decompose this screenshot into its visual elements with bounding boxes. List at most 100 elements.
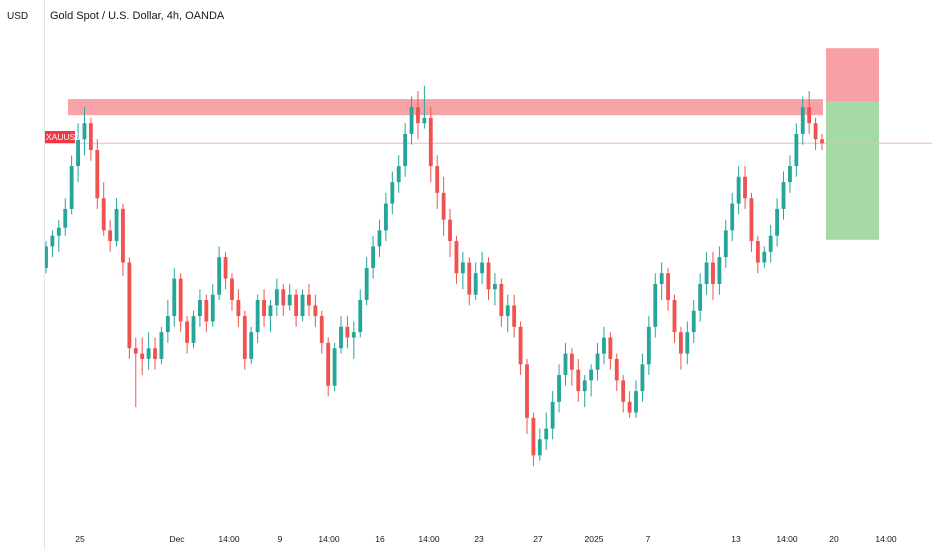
- candle[interactable]: [723, 219, 728, 268]
- candle[interactable]: [422, 85, 427, 129]
- candle[interactable]: [614, 353, 619, 392]
- candle[interactable]: [717, 246, 722, 295]
- candle[interactable]: [518, 321, 523, 376]
- candle[interactable]: [121, 203, 125, 276]
- candle[interactable]: [454, 235, 459, 284]
- candle[interactable]: [153, 337, 157, 370]
- candle[interactable]: [88, 117, 93, 161]
- candle[interactable]: [114, 198, 119, 247]
- candle[interactable]: [666, 267, 671, 311]
- candle[interactable]: [807, 91, 812, 134]
- candle[interactable]: [672, 294, 677, 343]
- candle[interactable]: [339, 316, 343, 354]
- candle[interactable]: [467, 257, 472, 306]
- candle[interactable]: [185, 316, 190, 354]
- candle[interactable]: [550, 391, 555, 440]
- candle[interactable]: [755, 235, 760, 274]
- candle[interactable]: [813, 117, 818, 151]
- candle[interactable]: [364, 257, 369, 306]
- candle[interactable]: [602, 326, 606, 365]
- candle[interactable]: [640, 353, 645, 402]
- candle[interactable]: [108, 219, 113, 252]
- candle[interactable]: [768, 225, 773, 263]
- candle[interactable]: [794, 123, 799, 177]
- candle[interactable]: [691, 300, 696, 343]
- candle[interactable]: [76, 123, 80, 183]
- candle[interactable]: [63, 198, 68, 236]
- candle[interactable]: [95, 139, 100, 209]
- candle[interactable]: [300, 289, 305, 322]
- candle[interactable]: [146, 332, 151, 370]
- candle[interactable]: [448, 208, 452, 258]
- candle[interactable]: [582, 375, 587, 408]
- candle[interactable]: [435, 155, 440, 209]
- candle[interactable]: [563, 342, 568, 386]
- candle[interactable]: [377, 219, 382, 258]
- candle[interactable]: [287, 283, 292, 311]
- candle[interactable]: [50, 230, 55, 258]
- candle[interactable]: [236, 289, 241, 327]
- candle[interactable]: [537, 428, 542, 461]
- candle[interactable]: [416, 91, 420, 140]
- candle[interactable]: [685, 321, 690, 365]
- candle[interactable]: [358, 289, 363, 338]
- candle[interactable]: [56, 219, 61, 252]
- candle[interactable]: [82, 107, 87, 156]
- candle[interactable]: [525, 358, 529, 434]
- candle[interactable]: [499, 278, 504, 327]
- price-axis[interactable]: [0, 0, 45, 550]
- candle[interactable]: [204, 294, 209, 333]
- candle[interactable]: [268, 300, 273, 333]
- candle[interactable]: [307, 283, 311, 317]
- candle[interactable]: [281, 283, 286, 317]
- candle[interactable]: [101, 182, 106, 236]
- candle[interactable]: [743, 166, 747, 209]
- candle[interactable]: [159, 326, 164, 365]
- candle[interactable]: [230, 273, 234, 311]
- candle[interactable]: [473, 262, 478, 301]
- candle[interactable]: [730, 192, 735, 242]
- candle[interactable]: [762, 246, 767, 268]
- candle[interactable]: [396, 155, 401, 193]
- candle[interactable]: [576, 358, 581, 402]
- candle[interactable]: [788, 155, 792, 193]
- candle[interactable]: [165, 300, 170, 343]
- candle[interactable]: [800, 96, 805, 145]
- candle[interactable]: [172, 267, 177, 327]
- candle[interactable]: [557, 364, 561, 413]
- currency-label[interactable]: USD: [7, 11, 29, 22]
- candle[interactable]: [191, 310, 196, 349]
- candle[interactable]: [345, 316, 350, 349]
- stop-loss-zone[interactable]: [826, 48, 879, 102]
- candle[interactable]: [255, 294, 260, 343]
- candle[interactable]: [262, 289, 266, 327]
- candle[interactable]: [274, 278, 279, 317]
- candle[interactable]: [589, 364, 594, 397]
- candle[interactable]: [653, 273, 658, 338]
- candle[interactable]: [127, 257, 132, 359]
- candle[interactable]: [659, 262, 664, 301]
- candle[interactable]: [646, 316, 651, 376]
- candle[interactable]: [698, 273, 703, 322]
- candle[interactable]: [249, 326, 254, 365]
- take-profit-zone[interactable]: [826, 101, 879, 240]
- candle[interactable]: [371, 235, 375, 279]
- candle[interactable]: [351, 321, 356, 359]
- resistance-zone[interactable]: [68, 99, 823, 116]
- symbol-tag[interactable]: XAUUSD: [44, 131, 81, 143]
- candle[interactable]: [775, 198, 780, 247]
- candle[interactable]: [544, 412, 549, 451]
- candle[interactable]: [133, 337, 138, 408]
- candle[interactable]: [480, 251, 485, 284]
- candle[interactable]: [294, 289, 299, 327]
- candle[interactable]: [678, 326, 683, 370]
- candle[interactable]: [569, 348, 574, 386]
- candle[interactable]: [223, 251, 228, 290]
- candle[interactable]: [197, 289, 202, 327]
- candle[interactable]: [69, 155, 74, 215]
- candle[interactable]: [627, 391, 632, 418]
- candle[interactable]: [621, 375, 626, 413]
- candle[interactable]: [781, 171, 786, 220]
- candle[interactable]: [595, 342, 600, 381]
